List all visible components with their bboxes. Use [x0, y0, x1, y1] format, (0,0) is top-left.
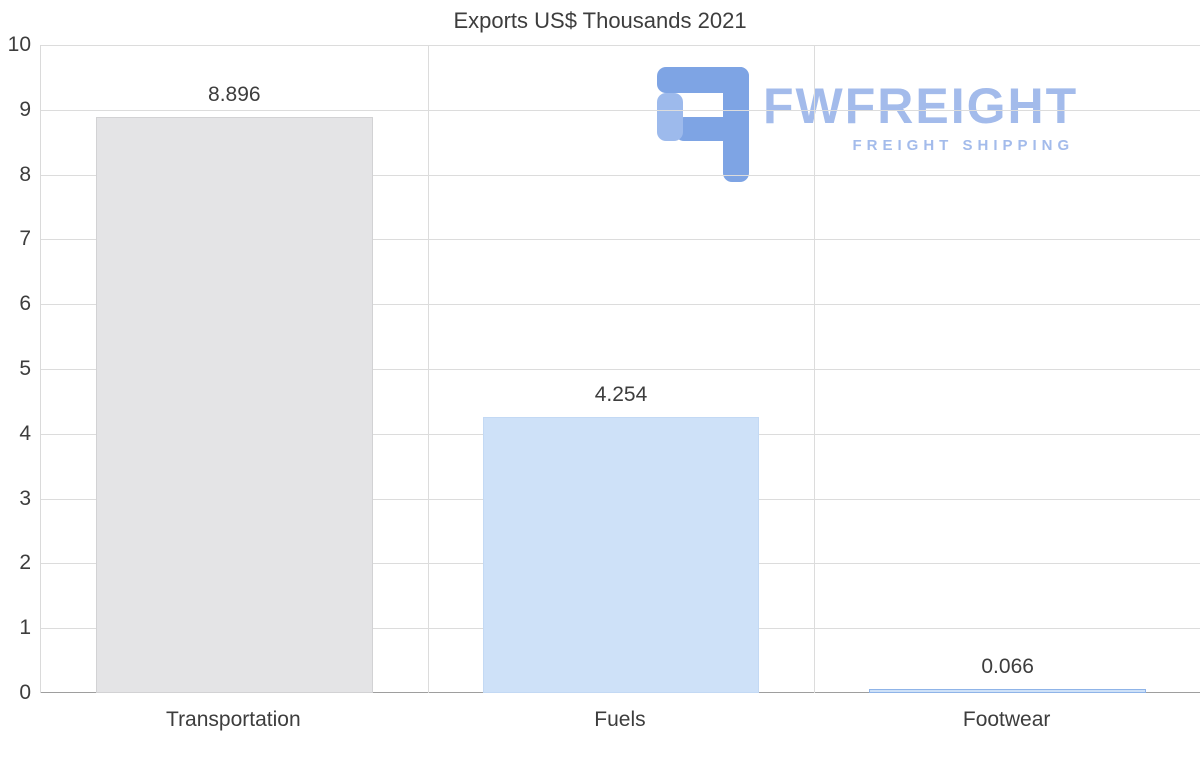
vertical-gridline — [814, 45, 816, 693]
y-tick-label: 5 — [19, 357, 31, 380]
y-tick-label: 8 — [19, 162, 31, 186]
fwfreight-logo-icon — [649, 67, 749, 182]
chart-title: Exports US$ Thousands 2021 — [453, 8, 747, 33]
y-tick-label: 10 — [7, 33, 31, 56]
x-category-label: Fuels — [594, 708, 646, 731]
bar-value-label: 0.066 — [981, 654, 1034, 678]
gridline — [41, 174, 1200, 176]
gridline — [41, 304, 1200, 306]
bar-transportation — [96, 116, 373, 693]
y-tick-label: 6 — [19, 292, 31, 316]
y-axis: 0 1 2 3 4 5 6 7 8 9 10 — [0, 33, 34, 704]
watermark-name: FWFREIGHT — [763, 78, 1079, 134]
y-tick-label: 3 — [19, 486, 31, 510]
bar-value-label: 4.254 — [594, 383, 648, 407]
vertical-gridline — [427, 45, 429, 693]
y-tick-label: 2 — [19, 551, 31, 575]
gridline — [41, 45, 1200, 46]
y-tick-label: 9 — [19, 97, 31, 121]
y-tick-label: 0 — [19, 681, 31, 704]
x-category-label: Transportation — [166, 708, 301, 731]
x-axis-labels: Transportation Fuels Footwear — [40, 700, 1200, 750]
plot-area: FWFREIGHT FREIGHT SHIPPING 8.896 4.254 0.0… — [40, 45, 1200, 693]
gridline — [41, 109, 1200, 111]
y-tick-label: 7 — [19, 227, 31, 251]
x-category-label: Footwear — [962, 708, 1051, 731]
gridline — [41, 239, 1200, 241]
bar-footwear — [869, 688, 1146, 693]
bar-value-label: 8.896 — [208, 82, 261, 106]
y-tick-label: 1 — [19, 616, 31, 640]
watermark-logo: FWFREIGHT FREIGHT SHIPPING — [649, 67, 1078, 182]
gridline — [41, 369, 1200, 370]
bar-fuels — [482, 417, 760, 693]
y-tick-label: 4 — [19, 421, 31, 445]
watermark-tagline: FREIGHT SHIPPING — [852, 137, 1075, 154]
